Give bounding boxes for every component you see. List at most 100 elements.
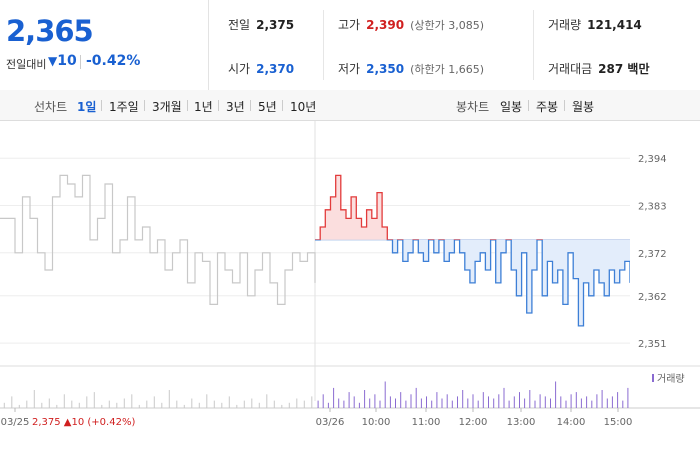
stat-label: 거래대금 — [548, 62, 593, 76]
stat-label: 저가 — [338, 62, 361, 76]
volume-bar — [555, 381, 557, 408]
stat-value: 287 백만 — [598, 62, 650, 76]
volume-bar — [534, 400, 536, 408]
volume-bar-prev — [108, 400, 110, 408]
volume-bar — [400, 392, 402, 408]
volume-bar-prev — [153, 396, 155, 408]
volume-bar — [338, 398, 340, 408]
stat-label: 거래량 — [548, 18, 582, 32]
prev-day-line — [0, 174, 316, 305]
volume-bar-prev — [243, 400, 245, 408]
tab-monthly[interactable]: 월봉 — [572, 100, 595, 114]
volume-bar — [591, 400, 593, 408]
stat-label: 고가 — [338, 18, 361, 32]
tab-weekly[interactable]: 주봉 — [536, 100, 559, 114]
x-tick-label: 03/26 — [316, 417, 345, 428]
volume-bar — [348, 392, 350, 408]
y-tick-label: 2,362 — [638, 292, 667, 303]
x-tick-label: 11:00 — [412, 417, 441, 428]
y-tick-label: 2,383 — [638, 202, 667, 213]
volume-bar — [322, 394, 324, 409]
divider — [101, 100, 102, 111]
volume-bar — [415, 387, 417, 408]
volume-bar — [472, 394, 474, 409]
volume-bar — [446, 394, 448, 409]
divider — [144, 100, 145, 111]
y-tick-label: 2,372 — [638, 249, 667, 260]
volume-bar — [508, 400, 510, 408]
down-triangle-icon: ▼ — [48, 54, 58, 68]
change-amount: 10 — [57, 53, 77, 69]
volume-bar-prev — [26, 400, 28, 408]
volume-bar — [327, 402, 329, 409]
divider — [533, 10, 534, 80]
volume-bar — [477, 400, 479, 408]
volume-bar — [333, 387, 335, 408]
volume-legend-swatch — [652, 374, 654, 382]
volume-bar-prev — [116, 402, 118, 409]
tab-1year[interactable]: 1년 — [194, 100, 213, 114]
price-chart[interactable]: 2,394 2,383 2,372 2,362 2,351 거래량 03/25 03/26 10… — [0, 121, 700, 450]
volume-bar-prev — [161, 402, 163, 409]
volume-bar — [529, 390, 531, 408]
lower-limit: (하한가 1,665) — [410, 63, 484, 76]
volume-bar — [462, 390, 464, 408]
volume-bar-prev — [266, 394, 268, 409]
volume-bar-prev — [176, 400, 178, 408]
volume-bar — [560, 396, 562, 408]
volume-bar — [550, 398, 551, 408]
tab-daily[interactable]: 일봉 — [500, 100, 523, 114]
volume-bar-prev — [303, 400, 305, 408]
volume-bar-prev — [288, 402, 290, 409]
volume-bar-prev — [3, 402, 5, 409]
volume-bar-prev — [138, 404, 140, 408]
volume-bar — [513, 396, 515, 408]
stat-trade-value: 거래대금 287 백만 — [548, 60, 649, 77]
volume-bar-prev — [281, 404, 283, 408]
volume-bar-prev — [251, 398, 253, 408]
stat-low: 저가 2,350 (하한가 1,665) — [338, 60, 484, 77]
volume-bar-prev — [183, 404, 185, 408]
divider — [282, 100, 283, 111]
volume-bar — [410, 394, 412, 409]
volume-bar — [353, 396, 355, 408]
x-tick-label: 12:00 — [459, 417, 488, 428]
tab-1week[interactable]: 1주일 — [109, 100, 139, 114]
stat-volume: 거래량 121,414 — [548, 16, 642, 33]
tab-1day[interactable]: 1일 — [77, 100, 97, 114]
volume-bar — [611, 396, 613, 408]
volume-bar — [622, 400, 624, 408]
price-summary: 2,365 전일대비 ▼10 -0.42% — [0, 0, 209, 90]
volume-bar — [575, 392, 577, 408]
volume-bar-prev — [146, 400, 148, 408]
volume-bar — [606, 398, 608, 408]
volume-bar-prev — [101, 404, 103, 408]
divider — [564, 100, 565, 111]
tab-5year[interactable]: 5년 — [258, 100, 277, 114]
stat-label: 시가 — [228, 62, 251, 76]
volume-bar — [374, 394, 376, 409]
volume-bar — [441, 398, 443, 408]
line-chart-label: 선차트 — [34, 100, 68, 114]
volume-bar-prev — [273, 400, 275, 408]
volume-bar-prev — [198, 402, 200, 409]
upper-limit: (상한가 3,085) — [410, 19, 484, 32]
tab-3month[interactable]: 3개월 — [152, 100, 182, 114]
tab-10year[interactable]: 10년 — [290, 100, 317, 114]
volume-bar-prev — [221, 402, 223, 409]
volume-bar-prev — [236, 404, 238, 408]
volume-bar-prev — [206, 394, 208, 409]
volume-bar — [601, 390, 603, 408]
tab-3year[interactable]: 3년 — [226, 100, 245, 114]
volume-bar-prev — [33, 390, 35, 408]
volume-bar-prev — [18, 404, 20, 408]
volume-bar-prev — [11, 396, 13, 408]
stats-panel: 전일 2,375 시가 2,370 고가 2,390 (상한가 3,085) 저가 2,3… — [208, 0, 700, 90]
today-line-down — [315, 239, 630, 327]
stat-value: 2,370 — [256, 62, 295, 76]
volume-bar — [570, 394, 572, 409]
volume-bar-prev — [131, 394, 133, 409]
volume-bar — [488, 396, 489, 408]
volume-bar — [586, 396, 588, 408]
prev-day-summary: 2,375 ▲10 (+0.42%) — [32, 417, 135, 428]
